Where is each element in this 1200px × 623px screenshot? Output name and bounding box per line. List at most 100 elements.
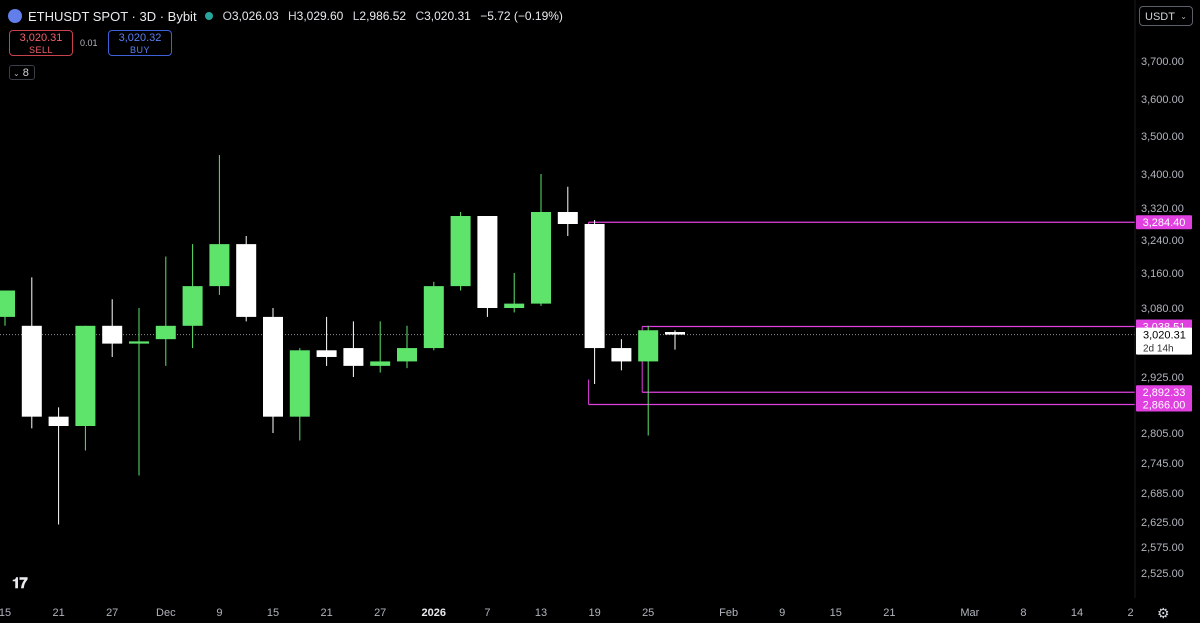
candle-body xyxy=(102,325,123,344)
change-value: −5.72 (−0.19%) xyxy=(480,9,563,23)
currency-select[interactable]: USDT ⌄ xyxy=(1139,6,1193,26)
buy-price: 3,020.32 xyxy=(118,32,162,44)
candle[interactable] xyxy=(236,236,257,322)
x-tick-label: Feb xyxy=(719,607,738,619)
y-tick-label: 3,500.00 xyxy=(1141,131,1184,143)
y-tick-label: 3,320.00 xyxy=(1141,203,1184,215)
y-tick-label: 2,745.00 xyxy=(1141,458,1184,470)
open-value: 3,026.03 xyxy=(231,9,279,23)
candle[interactable] xyxy=(450,212,471,291)
candle[interactable] xyxy=(370,321,391,373)
y-tick-label: 3,240.00 xyxy=(1141,235,1184,247)
candle-body xyxy=(450,216,471,287)
candle-body xyxy=(423,286,444,349)
candle-body xyxy=(638,330,659,362)
candle-body xyxy=(129,341,149,344)
candle[interactable] xyxy=(209,155,230,295)
symbol-title[interactable]: ETHUSDT SPOT · 3D · Bybit xyxy=(28,8,197,24)
sell-button[interactable]: 3,020.31 SELL xyxy=(9,30,73,56)
candle[interactable] xyxy=(129,308,149,476)
y-tick-label: 2,685.00 xyxy=(1141,488,1184,500)
y-tick-label: 2,625.00 xyxy=(1141,517,1184,529)
zone-price-tag: 2,892.33 xyxy=(1136,385,1192,400)
y-tick-label: 3,160.00 xyxy=(1141,268,1184,280)
candle-body xyxy=(316,350,337,357)
y-tick-label: 3,600.00 xyxy=(1141,94,1184,106)
candle-body xyxy=(21,325,42,417)
candle[interactable] xyxy=(423,281,444,351)
candle[interactable] xyxy=(504,273,525,313)
candle[interactable] xyxy=(665,330,685,350)
zone-tag-bg xyxy=(1136,215,1192,230)
x-tick-label: 2026 xyxy=(422,607,446,619)
candle[interactable] xyxy=(638,325,659,436)
ohlc-legend: O3,026.03 H3,029.60 L2,986.52 C3,020.31 … xyxy=(223,9,569,23)
candle[interactable] xyxy=(48,407,69,525)
x-tick-label: 15 xyxy=(0,607,11,619)
candle[interactable] xyxy=(343,321,364,377)
x-tick-label: 7 xyxy=(484,607,490,619)
indicators-toggle[interactable]: ⌄ 8 xyxy=(9,65,35,80)
spread-value: 0.01 xyxy=(80,38,98,48)
candle-body xyxy=(665,332,685,335)
candle[interactable] xyxy=(316,316,337,366)
close-value: 3,020.31 xyxy=(424,9,471,23)
x-tick-label: 15 xyxy=(267,607,279,619)
candle-body xyxy=(477,216,498,308)
candle[interactable] xyxy=(0,290,15,326)
candle[interactable] xyxy=(611,339,632,371)
x-tick-label: 21 xyxy=(883,607,895,619)
bar-countdown-label: 2d 14h xyxy=(1143,344,1174,355)
candle[interactable] xyxy=(182,244,203,349)
zone-tag-bg xyxy=(1136,385,1192,400)
chevron-down-icon: ⌄ xyxy=(1180,12,1187,21)
candle[interactable] xyxy=(531,174,551,306)
chevron-down-icon: ⌄ xyxy=(13,69,20,78)
candle-body xyxy=(343,348,364,366)
sell-label: SELL xyxy=(28,45,54,55)
candle-body xyxy=(182,286,203,326)
buy-label: BUY xyxy=(129,45,150,55)
gear-icon[interactable]: ⚙ xyxy=(1157,605,1170,621)
symbol-header[interactable]: ETHUSDT SPOT · 3D · Bybit O3,026.03 H3,0… xyxy=(8,7,569,25)
low-value: 2,986.52 xyxy=(359,9,407,23)
candle[interactable] xyxy=(102,299,123,357)
candle[interactable] xyxy=(397,325,417,369)
candle[interactable] xyxy=(557,186,578,236)
y-tick-label: 3,080.00 xyxy=(1141,303,1184,315)
x-tick-label: 25 xyxy=(642,607,654,619)
candle[interactable] xyxy=(263,308,283,433)
tradingview-logo-icon[interactable]: 𝟏𝟕 xyxy=(12,575,28,592)
last-price-tag: 3,020.31 2d 14h xyxy=(1136,327,1192,355)
zone-tag-label: 2,892.33 xyxy=(1143,387,1186,399)
candle-body xyxy=(155,325,176,340)
candle[interactable] xyxy=(289,348,310,441)
candle[interactable] xyxy=(155,256,176,366)
candle-body xyxy=(289,350,310,417)
zone-price-tag: 2,866.00 xyxy=(1136,397,1192,412)
close-key: C xyxy=(415,9,425,23)
candle-body xyxy=(48,416,69,426)
candle-body xyxy=(236,244,257,317)
candle-body xyxy=(584,224,605,349)
candle[interactable] xyxy=(584,220,605,384)
candle[interactable] xyxy=(75,325,96,451)
zone-tag-label: 3,284.40 xyxy=(1143,217,1186,229)
zone-price-tag: 3,284.40 xyxy=(1136,215,1192,230)
x-tick-label: Dec xyxy=(156,607,176,619)
x-tick-label: 9 xyxy=(216,607,222,619)
candle[interactable] xyxy=(21,277,42,429)
buy-button[interactable]: 3,020.32 BUY xyxy=(108,30,172,56)
candle[interactable] xyxy=(477,216,498,317)
candle-body xyxy=(370,361,391,366)
y-tick-label: 2,925.00 xyxy=(1141,372,1184,384)
candle-body xyxy=(0,290,15,317)
eth-logo-icon xyxy=(8,9,22,23)
last-price-tag-bg xyxy=(1136,327,1192,355)
high-value: 3,029.60 xyxy=(296,9,344,23)
currency-label: USDT xyxy=(1145,11,1175,23)
y-tick-label: 2,805.00 xyxy=(1141,428,1184,440)
candle-body xyxy=(557,212,578,224)
